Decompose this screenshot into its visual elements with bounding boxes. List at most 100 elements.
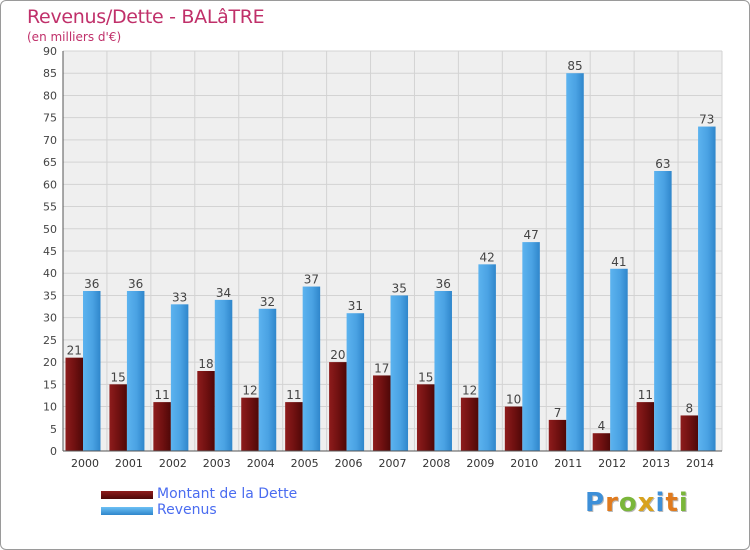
y-tick-label: 45 — [43, 245, 57, 258]
bar-revenue — [83, 291, 101, 451]
bar-debt — [153, 402, 171, 451]
y-tick-label: 25 — [43, 334, 57, 347]
bar-debt — [460, 397, 479, 451]
data-label-revenue: 63 — [655, 157, 670, 171]
data-label-revenue: 36 — [84, 277, 99, 291]
data-label-debt: 10 — [506, 393, 521, 407]
y-tick-label: 5 — [50, 423, 57, 436]
data-label-revenue: 85 — [567, 59, 582, 73]
bar-revenue — [654, 171, 672, 451]
data-label-debt: 11 — [286, 388, 301, 402]
y-tick-label: 90 — [43, 45, 57, 58]
logo-letter: i — [678, 488, 689, 518]
bar-revenue — [126, 291, 145, 451]
bar-debt — [241, 397, 259, 451]
bar-revenue — [566, 73, 584, 451]
proxiti-logo: Proxiti — [585, 488, 689, 518]
x-tick-label: 2001 — [115, 457, 143, 470]
y-tick-label: 30 — [43, 312, 57, 325]
bar-revenue — [346, 313, 365, 451]
bar-debt — [592, 433, 611, 451]
data-label-debt: 11 — [154, 388, 169, 402]
bar-debt — [329, 362, 347, 451]
x-tick-label: 2009 — [466, 457, 494, 470]
data-label-revenue: 47 — [523, 228, 538, 242]
bar-debt — [680, 415, 699, 451]
data-label-debt: 11 — [638, 388, 653, 402]
y-tick-label: 55 — [43, 201, 57, 214]
data-label-debt: 20 — [330, 348, 345, 362]
x-tick-label: 2012 — [598, 457, 626, 470]
data-label-revenue: 37 — [304, 273, 319, 287]
data-label-debt: 21 — [67, 344, 82, 358]
bar-revenue — [698, 126, 716, 452]
bar-revenue — [610, 268, 628, 451]
data-label-debt: 17 — [374, 361, 389, 375]
data-label-debt: 4 — [598, 419, 606, 433]
y-tick-label: 50 — [43, 223, 57, 236]
bar-debt — [65, 357, 83, 451]
y-tick-label: 65 — [43, 156, 57, 169]
bar-revenue — [258, 308, 277, 451]
x-tick-label: 2010 — [510, 457, 538, 470]
legend-label-revenue: Revenus — [157, 502, 217, 518]
data-label-debt: 15 — [111, 370, 126, 384]
bar-debt — [636, 402, 655, 451]
data-label-revenue: 34 — [216, 286, 231, 300]
y-tick-label: 10 — [43, 401, 57, 414]
bar-debt — [416, 384, 435, 451]
logo-letter: x — [637, 488, 656, 518]
y-tick-label: 0 — [50, 445, 57, 458]
logo-letter: i — [655, 488, 666, 518]
data-label-debt: 8 — [685, 401, 693, 415]
data-label-debt: 12 — [242, 384, 257, 398]
legend-swatch-revenue — [101, 507, 153, 515]
chart-title: Revenus/Dette - BALâTRE — [27, 6, 265, 28]
bar-debt — [548, 419, 567, 451]
logo-letter: o — [618, 488, 638, 518]
bar-debt — [109, 384, 127, 451]
bar-debt — [373, 375, 391, 451]
y-tick-label: 40 — [43, 267, 57, 280]
data-label-debt: 12 — [462, 384, 477, 398]
data-label-revenue: 36 — [436, 277, 451, 291]
x-tick-label: 2005 — [291, 457, 319, 470]
data-label-revenue: 31 — [348, 299, 363, 313]
x-tick-label: 2011 — [554, 457, 582, 470]
legend-swatch-debt — [101, 491, 153, 499]
bar-debt — [197, 371, 215, 451]
y-tick-label: 70 — [43, 134, 57, 147]
y-tick-label: 20 — [43, 356, 57, 369]
bar-revenue — [302, 286, 321, 451]
data-label-revenue: 35 — [392, 281, 407, 295]
y-tick-label: 75 — [43, 112, 57, 125]
data-label-revenue: 41 — [611, 255, 626, 269]
bar-debt — [285, 402, 303, 451]
x-tick-label: 2003 — [203, 457, 231, 470]
y-tick-label: 35 — [43, 289, 57, 302]
x-tick-label: 2008 — [422, 457, 450, 470]
y-tick-label: 60 — [43, 178, 57, 191]
logo-letter: P — [585, 488, 606, 518]
x-tick-label: 2014 — [686, 457, 714, 470]
data-label-debt: 15 — [418, 370, 433, 384]
data-label-revenue: 42 — [480, 250, 495, 264]
data-label-revenue: 33 — [172, 290, 187, 304]
chart-subtitle: (en milliers d'€) — [27, 30, 122, 44]
y-tick-label: 85 — [43, 67, 57, 80]
data-label-revenue: 32 — [260, 295, 275, 309]
x-tick-label: 2004 — [247, 457, 275, 470]
bar-revenue — [390, 295, 409, 451]
y-tick-label: 15 — [43, 378, 57, 391]
bar-debt — [504, 406, 523, 451]
bar-revenue — [522, 242, 540, 451]
y-tick-label: 80 — [43, 89, 57, 102]
logo-letter: t — [665, 488, 679, 518]
data-label-debt: 18 — [198, 357, 213, 371]
x-tick-label: 2013 — [642, 457, 670, 470]
logo-letter: r — [605, 488, 619, 518]
data-label-revenue: 73 — [699, 113, 714, 127]
x-tick-label: 2007 — [379, 457, 407, 470]
